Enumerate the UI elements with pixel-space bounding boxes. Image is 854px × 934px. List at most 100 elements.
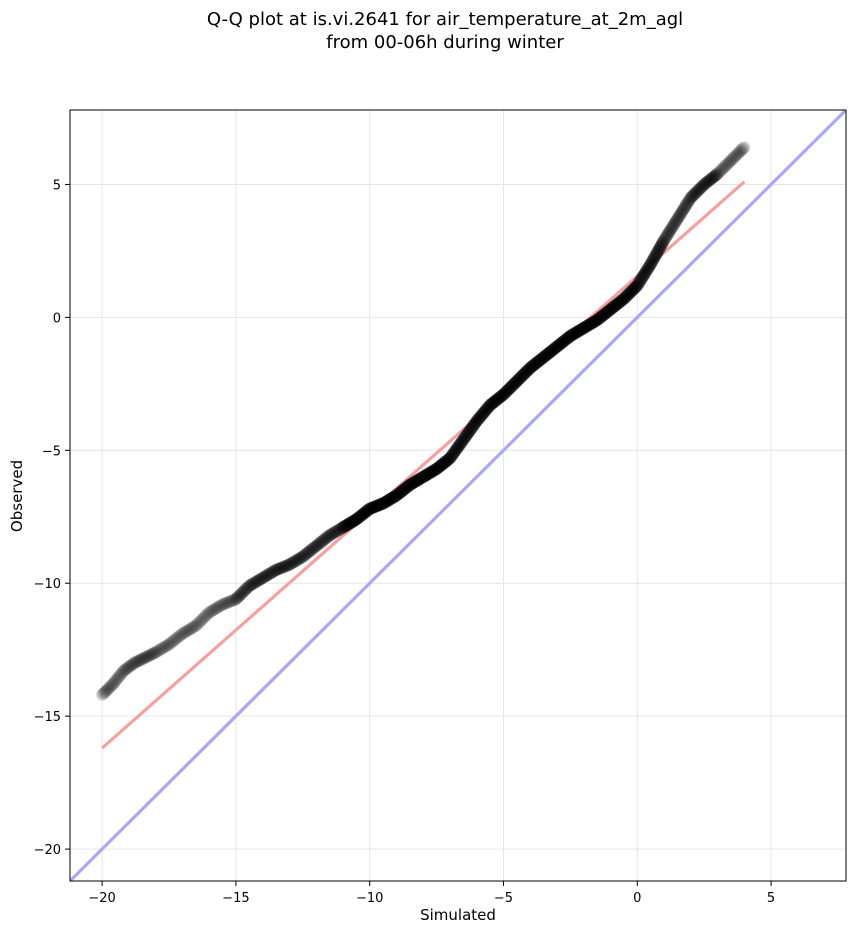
qq-point [466,420,480,433]
qq-point [418,469,432,482]
qq-point [394,486,407,499]
qq-point [576,322,590,335]
qq-point [443,452,457,465]
y-tick-label: −10 [34,577,61,592]
qq-point [239,583,252,596]
qq-point [583,318,596,331]
qq-point [216,598,229,611]
qq-point [688,187,701,201]
qq-point [168,633,181,647]
qq-point [503,382,516,395]
qq-point [186,621,200,634]
qq-point [692,183,705,197]
qq-point [123,660,136,673]
qq-point [245,577,259,591]
qq-point [404,478,417,491]
qq-point [471,413,484,427]
qq-point [154,643,167,656]
qq-point [326,527,339,540]
qq-point [131,654,145,668]
qq-point [570,325,584,339]
qq-point [316,534,330,547]
qq-point [687,188,700,202]
qq-point [201,608,214,621]
qq-point [682,194,696,207]
x-tick-label: −10 [356,891,383,906]
qq-point [231,591,245,604]
qq-point [480,403,493,416]
qq-point [655,237,669,250]
qq-point [458,432,471,445]
qq-point [375,497,389,511]
qq-point [243,579,256,593]
fit-line [101,180,746,750]
qq-point [656,235,670,249]
qq-point [632,277,645,291]
qq-point [468,417,482,430]
qq-point [270,563,284,576]
qq-point [568,326,582,340]
qq-point [731,147,744,161]
qq-point [321,530,334,544]
qq-point [711,167,724,181]
qq-point [109,674,123,687]
qq-point [310,539,324,552]
qq-point [299,548,312,561]
qq-point [271,562,285,576]
qq-point [450,442,463,456]
qq-point [219,597,232,610]
qq-point [459,430,472,444]
qq-point [112,670,126,683]
qq-point [99,684,113,698]
qq-point [647,252,660,266]
qq-point [309,539,323,553]
qq-point [735,143,748,157]
qq-point [505,379,519,393]
qq-point [105,679,118,692]
qq-point [280,559,293,572]
qq-point [609,299,622,312]
qq-point [252,573,266,587]
qq-point [542,347,555,360]
qq-point [395,484,409,498]
chart-title-line2: from 00-06h during winter [326,32,564,53]
qq-point [594,310,608,324]
qq-point [607,300,620,314]
qq-point [382,493,396,507]
qq-point [212,600,225,613]
qq-point [289,554,303,567]
qq-point [320,531,333,544]
qq-point [503,381,517,395]
qq-point [569,326,583,339]
qq-point [147,646,161,660]
qq-point [124,659,138,672]
qq-point [710,168,723,181]
qq-point [127,657,140,670]
qq-point [535,352,548,365]
qq-point [269,563,283,577]
qq-point [392,487,405,501]
y-tick-label: −5 [42,444,61,459]
qq-point [248,576,262,589]
qq-point [417,470,431,483]
qq-point [490,393,503,406]
qq-point [552,338,566,352]
qq-point [159,639,173,653]
qq-point [390,489,403,502]
qq-point [708,169,721,183]
qq-point [413,472,426,486]
qq-point [725,153,739,166]
qq-point [467,418,481,432]
x-tick-label: 0 [633,891,641,906]
qq-point [98,685,112,699]
qq-point [533,354,547,367]
qq-point [247,576,261,590]
qq-point [296,550,309,563]
qq-point [414,472,427,485]
qq-point [479,404,492,418]
qq-point [157,641,170,655]
qq-point [129,656,142,669]
qq-point [538,350,551,363]
qq-point [408,475,421,489]
qq-point [389,489,402,503]
